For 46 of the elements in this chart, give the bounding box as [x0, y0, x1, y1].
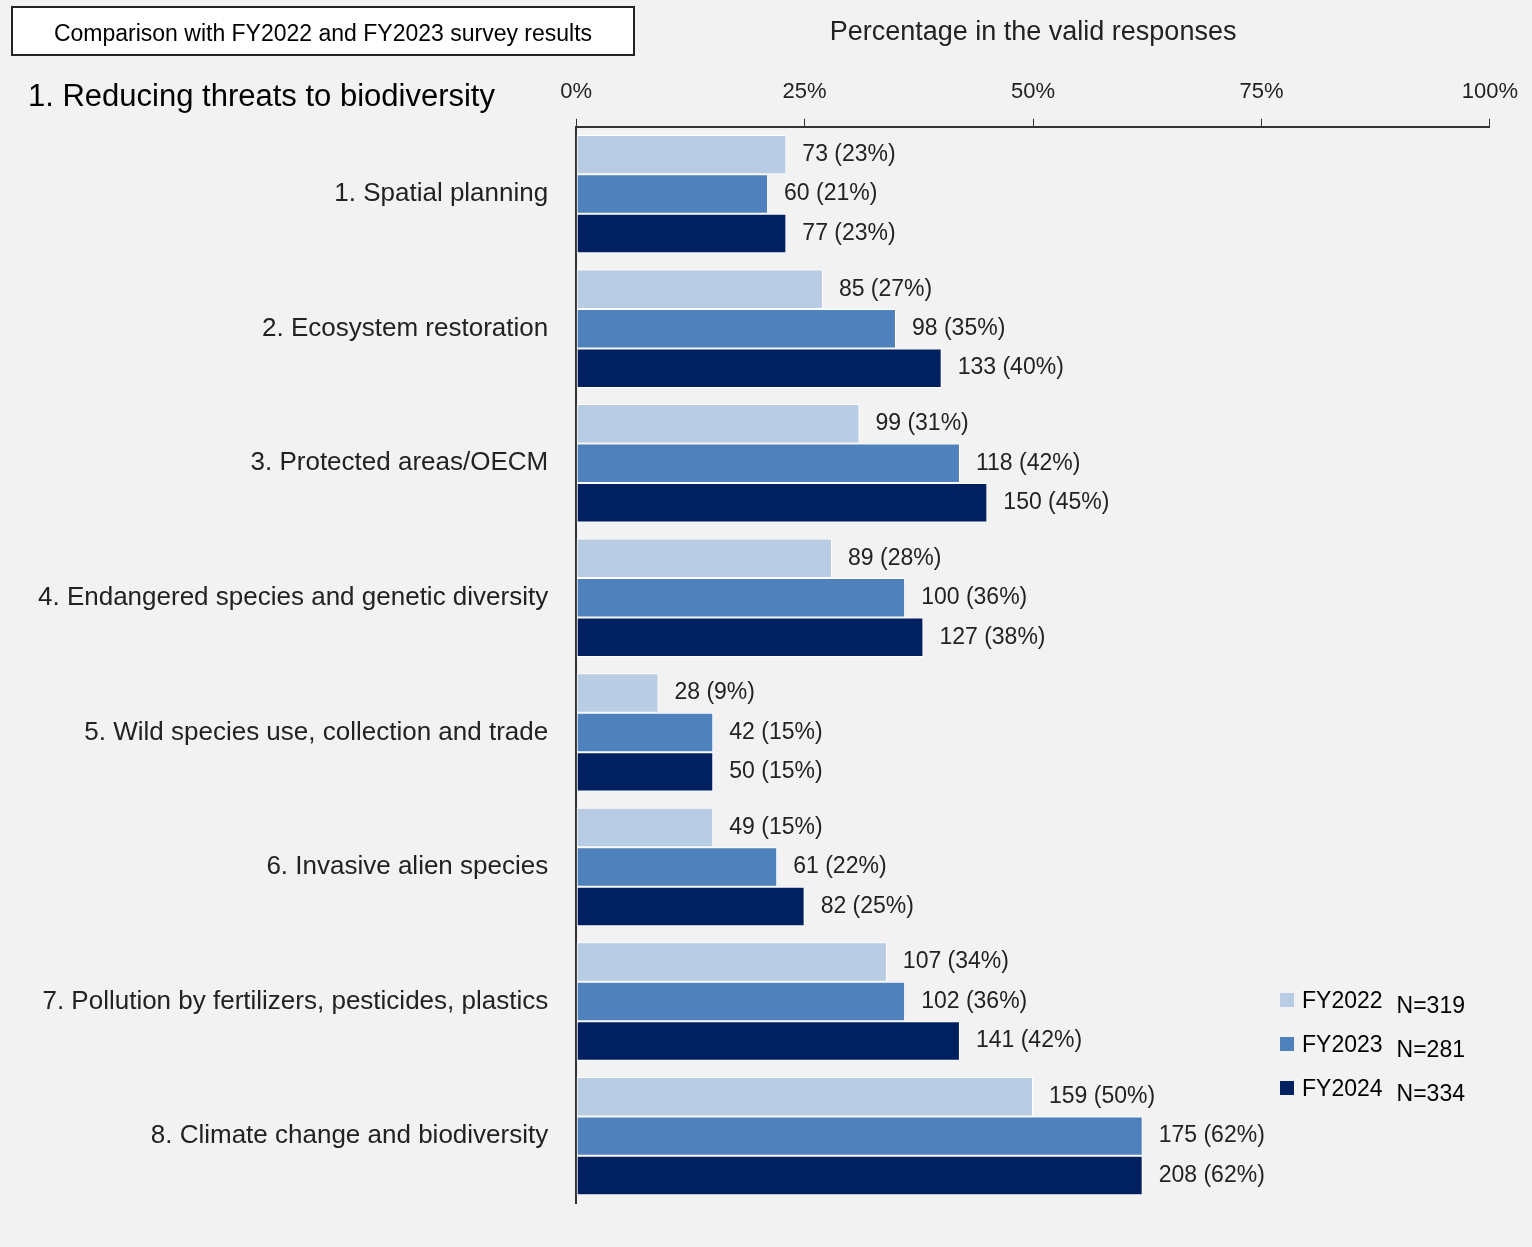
data-label: 175 (62%): [1158, 1121, 1265, 1148]
data-label: 100 (36%): [921, 583, 1028, 610]
x-tick-label: 50%: [1011, 77, 1056, 103]
y-tick-label: 1. Spatial planning: [334, 177, 549, 208]
data-label: 85 (27%): [838, 274, 933, 301]
data-label: 28 (9%): [674, 678, 755, 705]
data-label: 60 (21%): [784, 179, 878, 206]
data-label: 42 (15%): [729, 717, 823, 744]
y-tick-label: 8. Climate change and biodiversity: [150, 1119, 549, 1150]
data-label: 77 (23%): [802, 218, 896, 245]
data-label: 150 (45%): [1003, 488, 1110, 515]
data-label: 99 (31%): [875, 409, 969, 436]
x-tick-label: 75%: [1239, 77, 1284, 103]
data-label: 107 (34%): [902, 947, 1009, 974]
x-axis-title: Percentage in the valid responses: [829, 15, 1237, 46]
x-tick-label: 100%: [1461, 77, 1519, 103]
annotation: N=319: [1396, 991, 1465, 1019]
legend-label: FY2022: [1302, 986, 1383, 1014]
text: 1. Reducing threats to biodiversity: [28, 78, 495, 114]
legend-label: FY2024: [1302, 1074, 1383, 1102]
legend-label: FY2023: [1302, 1030, 1383, 1058]
data-label: 208 (62%): [1158, 1160, 1265, 1187]
data-label: 133 (40%): [957, 353, 1064, 380]
data-label: 82 (25%): [820, 891, 914, 918]
data-label: 98 (35%): [911, 314, 1006, 341]
data-label: 141 (42%): [975, 1026, 1083, 1053]
text: Comparison with FY2022 and FY2023 survey results: [11, 6, 635, 56]
y-tick-label: 7. Pollution by fertilizers, pesticides, plastics: [42, 984, 549, 1015]
y-tick-label: 3. Protected areas/OECM: [250, 446, 549, 477]
y-tick-label: 6. Invasive alien species: [266, 850, 549, 881]
data-label: 89 (28%): [848, 543, 942, 570]
data-label: 102 (36%): [921, 986, 1028, 1013]
y-tick-label: 5. Wild species use, collection and trade: [84, 715, 549, 746]
data-label: 73 (23%): [802, 139, 896, 166]
x-tick-label: 25%: [782, 77, 827, 103]
x-tick-label: 0%: [560, 77, 593, 103]
annotation: N=281: [1396, 1035, 1465, 1063]
y-tick-label: 2. Ecosystem restoration: [262, 311, 549, 342]
y-tick-label: 4. Endangered species and genetic diversity: [37, 580, 549, 611]
data-label: 61 (22%): [793, 852, 887, 879]
data-label: 118 (42%): [975, 448, 1081, 475]
data-label: 159 (50%): [1049, 1081, 1156, 1108]
annotation: N=334: [1396, 1079, 1465, 1107]
data-label: 127 (38%): [939, 622, 1046, 649]
data-label: 49 (15%): [729, 812, 823, 839]
data-label: 50 (15%): [729, 757, 823, 784]
